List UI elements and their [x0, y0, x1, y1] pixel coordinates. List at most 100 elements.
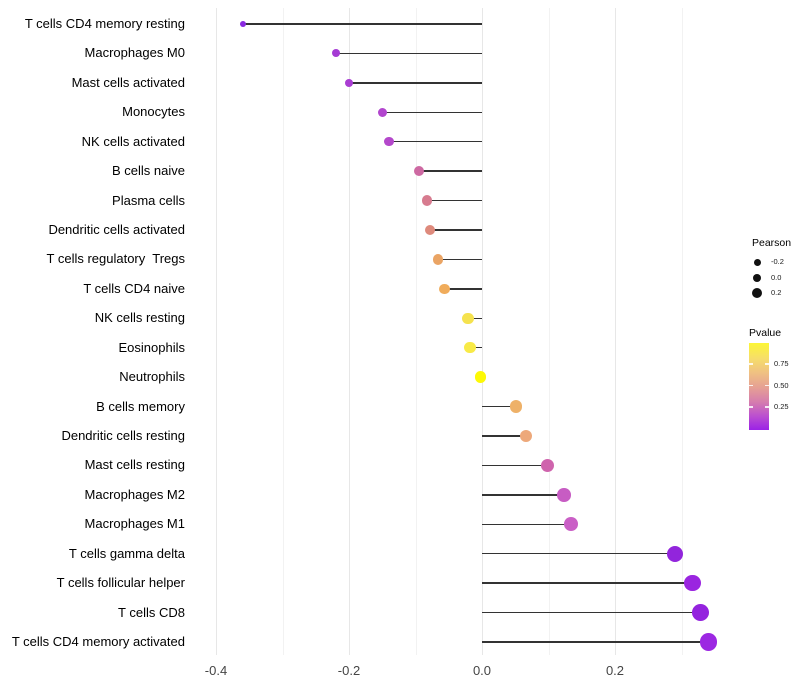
- lollipop-dot: [384, 137, 394, 147]
- lollipop-dot: [509, 400, 523, 413]
- lollipop-stem: [482, 611, 701, 614]
- minor-gridline: [282, 8, 284, 655]
- lollipop-stem: [388, 141, 482, 143]
- category-label: Mast cells resting: [84, 457, 185, 473]
- category-label: Dendritic cells resting: [61, 428, 185, 443]
- pearson-size-key-label: -0.2: [771, 257, 784, 266]
- pearson-size-key-dot: [753, 258, 761, 266]
- lollipop-dot: [474, 371, 487, 383]
- lollipop-stem: [482, 641, 709, 643]
- x-tick-label: 0.2: [605, 663, 625, 678]
- category-label: Mast cells activated: [71, 74, 185, 90]
- minor-gridline: [548, 8, 550, 655]
- lollipop-dot: [666, 545, 683, 562]
- x-tick-label: -0.2: [337, 663, 361, 678]
- lollipop-stem: [430, 229, 482, 231]
- lollipop-stem: [444, 288, 482, 290]
- category-label: Dendritic cells activated: [48, 222, 185, 237]
- category-label: T cells follicular helper: [56, 575, 185, 591]
- lollipop-stem: [482, 582, 693, 584]
- major-gridline: [349, 8, 350, 655]
- plot-panel: [190, 8, 737, 655]
- category-label: T cells CD4 memory resting: [24, 16, 185, 31]
- lollipop-stem: [482, 405, 516, 408]
- x-tick-label: 0.0: [472, 663, 492, 678]
- lollipop-stem: [242, 23, 482, 25]
- lollipop-dot: [557, 488, 571, 502]
- lollipop-dot: [421, 195, 432, 206]
- pvalue-colorbar: [749, 343, 769, 430]
- lollipop-stem: [438, 258, 482, 261]
- colorbar-tick: [765, 384, 769, 386]
- category-label: B cells naive: [112, 163, 185, 179]
- category-label: NK cells activated: [81, 133, 185, 149]
- lollipop-dot: [413, 166, 424, 177]
- category-label: T cells CD4 memory activated: [11, 634, 185, 649]
- lollipop-dot: [439, 283, 451, 295]
- colorbar-tick: [765, 363, 769, 365]
- lollipop-dot: [239, 21, 246, 27]
- lollipop-stem: [468, 317, 482, 319]
- category-label: T cells regulatory Tregs: [46, 251, 185, 267]
- lollipop-dot: [684, 574, 702, 592]
- category-label: Plasma cells: [112, 192, 185, 208]
- lollipop-dot: [464, 342, 476, 354]
- pvalue-tick-label: 0.25: [774, 402, 789, 411]
- colorbar-tick: [749, 384, 753, 386]
- pearson-size-key-label: 0.0: [771, 273, 782, 282]
- pvalue-legend-title: Pvalue: [749, 327, 782, 339]
- x-axis: -0.4 -0.2 0.0 0.2: [190, 663, 737, 683]
- lollipop-dot: [564, 517, 578, 532]
- lollipop-dot: [377, 107, 387, 117]
- lollipop-stem: [482, 494, 564, 496]
- category-label: T cells CD8: [118, 604, 185, 620]
- lollipop-stem: [482, 435, 526, 437]
- colorbar-tick: [765, 406, 769, 408]
- pvalue-tick-label: 0.50: [774, 380, 789, 390]
- pearson-size-key-dot: [752, 273, 762, 283]
- category-label: Eosinophils: [118, 339, 186, 355]
- category-label: Neutrophils: [119, 369, 185, 385]
- lollipop-stem: [470, 347, 482, 349]
- lollipop-dot: [432, 254, 444, 265]
- category-label: Macrophages M0: [84, 45, 185, 61]
- major-gridline: [615, 8, 616, 655]
- minor-gridline: [415, 8, 417, 655]
- pearson-legend-title: Pearson: [752, 237, 792, 249]
- category-label: Monocytes: [122, 104, 185, 120]
- lollipop-dot: [519, 429, 533, 443]
- major-gridline: [482, 8, 483, 655]
- lollipop-dot: [540, 458, 554, 472]
- pvalue-tick-label: 0.75: [774, 359, 789, 368]
- lollipop-stem: [482, 464, 548, 467]
- pearson-size-key-label: 0.2: [771, 288, 782, 297]
- colorbar-tick: [749, 363, 753, 365]
- y-axis-labels: T cells CD4 memory resting Macrophages M0…: [0, 8, 185, 655]
- lollipop-stem: [418, 170, 482, 172]
- legend: Pearson -0.2 0.0 0.2 Pvalue 0.75 0.50 0.25: [740, 230, 800, 445]
- lollipop-stem: [349, 82, 482, 84]
- lollipop-stem: [426, 199, 482, 202]
- lollipop-dot: [462, 312, 474, 324]
- lollipop-stem: [482, 523, 572, 525]
- lollipop-dot: [331, 49, 340, 58]
- lollipop-dot: [700, 633, 718, 651]
- lollipop-stem: [482, 553, 675, 555]
- category-label: B cells memory: [96, 398, 185, 414]
- category-label: NK cells resting: [94, 310, 185, 326]
- lollipop-stem: [382, 111, 482, 113]
- category-label: T cells CD4 naive: [83, 280, 185, 296]
- minor-gridline: [681, 8, 683, 655]
- category-label: T cells gamma delta: [68, 545, 185, 561]
- x-tick-label: -0.4: [204, 663, 228, 678]
- lollipop-dot: [344, 78, 354, 88]
- major-gridline: [216, 8, 217, 655]
- category-label: Macrophages M2: [84, 486, 185, 502]
- category-label: Macrophages M1: [84, 516, 185, 532]
- lollipop-dot: [691, 604, 709, 621]
- pearson-size-key-dot: [752, 288, 762, 298]
- lollipop-stem: [335, 52, 482, 55]
- lollipop-dot: [424, 224, 436, 236]
- colorbar-tick: [749, 406, 753, 408]
